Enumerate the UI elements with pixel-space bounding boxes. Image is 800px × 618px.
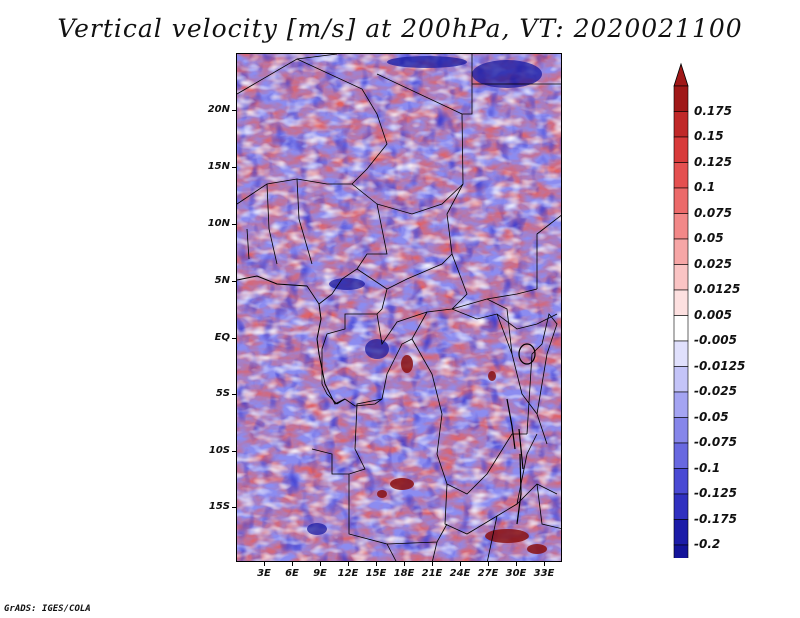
colorbar: [673, 62, 689, 558]
lat-label-5s: 5S: [215, 388, 230, 399]
lake-outlines: [506, 343, 536, 525]
lon-label-15e: 15E: [365, 568, 387, 579]
colorbar-segment: [673, 442, 689, 469]
lat-label-15s: 15S: [208, 501, 230, 512]
grads-credit: GrADS: IGES/COLA: [4, 604, 91, 614]
colorbar-label: -0.0125: [694, 358, 746, 373]
colorbar-segment: [673, 366, 689, 393]
lat-label-10s: 10S: [208, 445, 230, 456]
lat-tick: [232, 451, 236, 452]
lon-tick: [292, 562, 293, 566]
colorbar-label: 0.125: [694, 154, 732, 169]
lon-tick: [348, 562, 349, 566]
strong-negative-cells: [307, 56, 542, 535]
strong-positive-cells: [377, 355, 547, 554]
colorbar-segment: [673, 493, 689, 520]
colorbar-segment: [673, 468, 689, 495]
lon-label-21e: 21E: [421, 568, 443, 579]
lon-tick: [488, 562, 489, 566]
colorbar-segment: [673, 340, 689, 367]
lon-tick: [264, 562, 265, 566]
lon-label-9e: 9E: [313, 568, 327, 579]
lon-tick: [404, 562, 405, 566]
colorbar-segment: [673, 264, 689, 291]
lon-label-33e: 33E: [533, 568, 555, 579]
country-borders: [237, 54, 561, 561]
colorbar-label: 0.025: [694, 256, 732, 271]
colorbar-label: 0.1: [694, 180, 716, 194]
lat-tick: [232, 394, 236, 395]
colorbar-label: -0.175: [694, 511, 737, 526]
lat-tick: [232, 507, 236, 508]
colorbar-label: -0.075: [694, 435, 737, 449]
colorbar-label: 0.175: [694, 103, 732, 118]
lon-label-30e: 30E: [505, 568, 527, 579]
colorbar-label: 0.15: [694, 129, 724, 143]
colorbar-segment: [673, 238, 689, 265]
lat-label-20n: 20N: [207, 104, 230, 115]
lon-tick: [544, 562, 545, 566]
colorbar-label: 0.05: [694, 231, 724, 245]
colorbar-segment: [673, 85, 689, 112]
lat-tick: [232, 281, 236, 282]
colorbar-segment: [673, 213, 689, 240]
colorbar-label: -0.2: [694, 537, 721, 551]
lon-tick: [516, 562, 517, 566]
lat-tick: [232, 338, 236, 339]
lat-label-5n: 5N: [214, 275, 230, 286]
lon-label-6e: 6E: [285, 568, 299, 579]
colorbar-label: 0.005: [694, 307, 732, 322]
colorbar-segment: [673, 187, 689, 214]
colorbar-label: 0.0125: [694, 282, 741, 296]
colorbar-label: -0.1: [694, 460, 721, 475]
lon-label-18e: 18E: [393, 568, 415, 579]
lat-label-15n: 15N: [207, 161, 230, 172]
colorbar-top-arrow: [673, 62, 689, 87]
colorbar-label: -0.005: [694, 333, 737, 347]
colorbar-segment: [673, 417, 689, 444]
colorbar-segment: [673, 391, 689, 418]
colorbar-segment: [673, 162, 689, 189]
lon-label-24e: 24E: [449, 568, 471, 579]
lon-tick: [460, 562, 461, 566]
lat-tick: [232, 224, 236, 225]
colorbar-label: -0.025: [694, 384, 737, 398]
colorbar-segment: [673, 544, 689, 558]
lat-label-eq: EQ: [214, 332, 230, 343]
near-zero-velocity-field: [237, 54, 561, 561]
lon-label-12e: 12E: [337, 568, 359, 579]
lon-tick: [432, 562, 433, 566]
velocity-field-map: [237, 54, 561, 561]
lon-label-27e: 27E: [477, 568, 499, 579]
colorbar-segment: [673, 519, 689, 546]
map-frame: [236, 53, 562, 562]
lat-tick: [232, 167, 236, 168]
colorbar-label: -0.125: [694, 486, 737, 500]
colorbar-segment: [673, 136, 689, 163]
colorbar-label: -0.05: [694, 409, 729, 424]
lon-tick: [320, 562, 321, 566]
colorbar-label: 0.075: [694, 205, 732, 220]
map-title: Vertical velocity [m/s] at 200hPa, VT: 2…: [57, 14, 743, 43]
lon-tick: [376, 562, 377, 566]
lat-label-10n: 10N: [207, 218, 230, 229]
colorbar-segment: [673, 315, 689, 342]
colorbar-segment: [673, 111, 689, 138]
lon-label-3e: 3E: [257, 568, 271, 579]
colorbar-segment: [673, 289, 689, 316]
lat-tick: [232, 110, 236, 111]
